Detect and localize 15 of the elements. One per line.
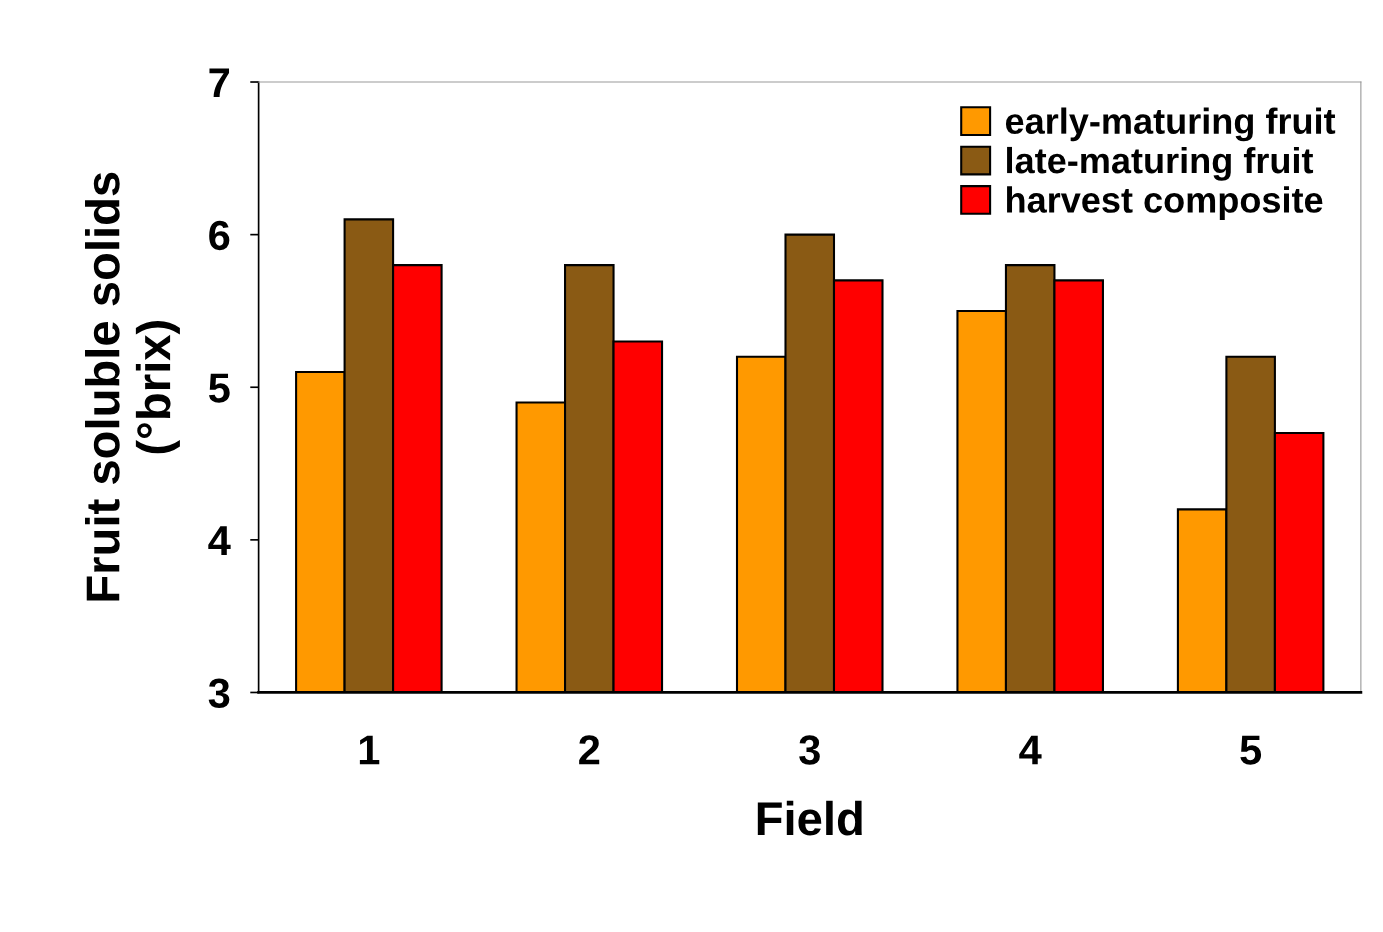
x-axis-title: Field (757, 800, 862, 836)
x-tick-label: 5 (1240, 735, 1262, 765)
legend-label: late-maturing fruit (1007, 146, 1314, 181)
y-tick-label: 6 (209, 220, 230, 251)
y-tick-label: 4 (208, 526, 231, 555)
y-tick-label: 5 (208, 373, 230, 403)
legend-label: harvest composite (1007, 186, 1323, 221)
x-tick-label: 1 (359, 735, 380, 765)
y-axis-title: Fruit soluble solids (°brix) (85, 172, 180, 601)
legend-label: early-maturing fruit (1005, 107, 1336, 142)
x-tick-label: 2 (579, 735, 600, 765)
y-tick-label: 7 (209, 68, 230, 98)
x-tick-label: 3 (799, 735, 820, 765)
y-tick-label: 3 (208, 678, 230, 709)
x-tick-label: 4 (1019, 735, 1042, 765)
